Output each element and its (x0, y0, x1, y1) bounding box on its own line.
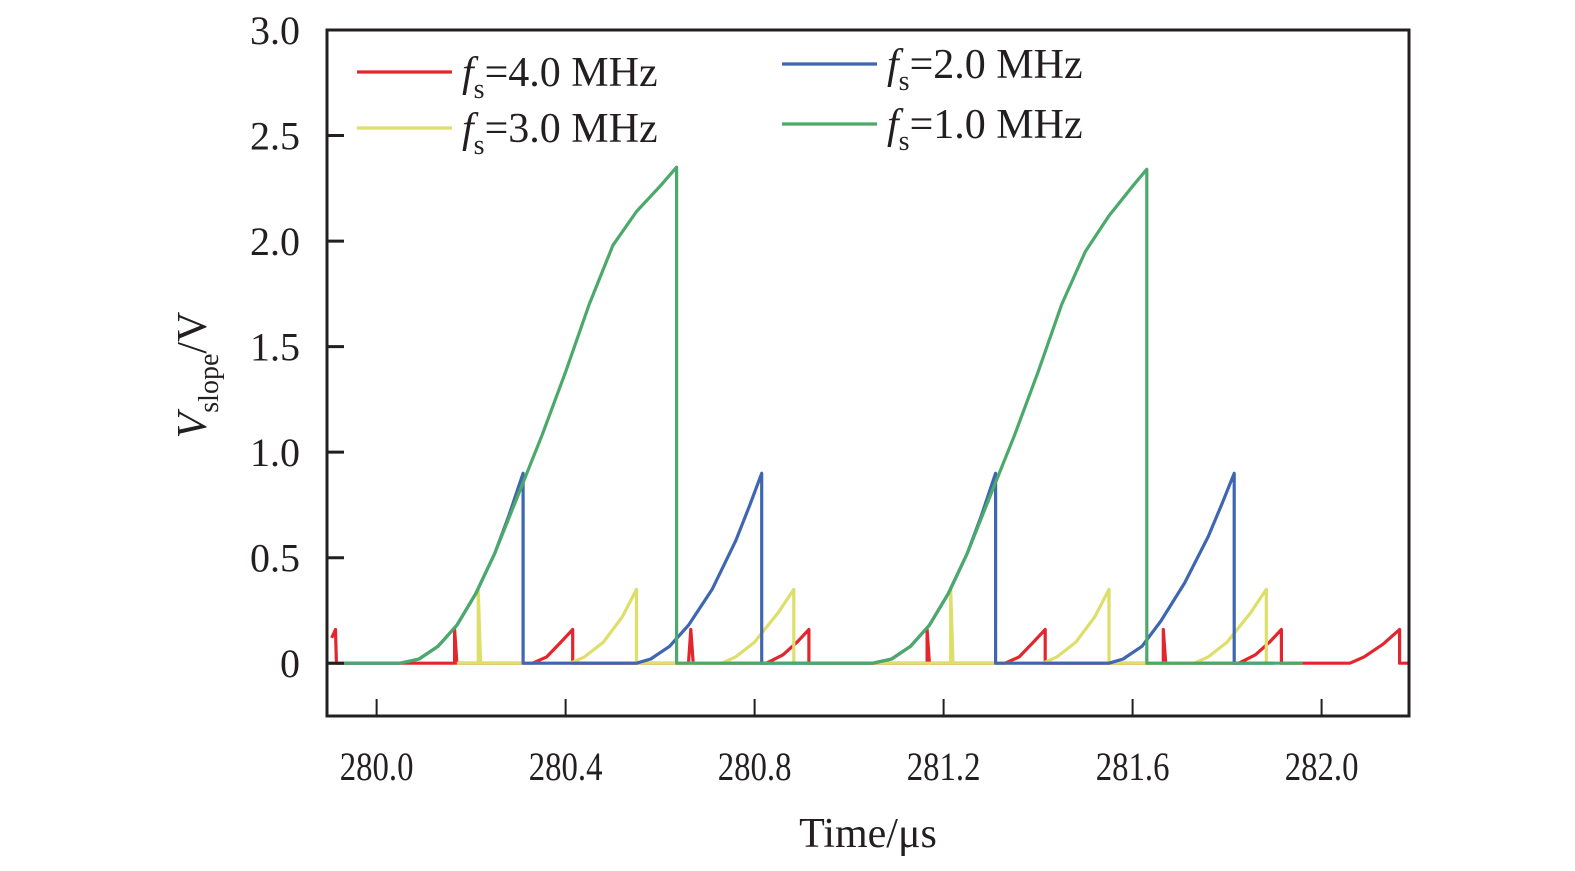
x-tick-label: 280.0 (340, 744, 414, 789)
plot-frame (325, 28, 1411, 718)
series-line-4 (327, 165, 1303, 665)
legend-label: fs=4.0 MHz (462, 50, 658, 105)
x-tick-label: 281.2 (907, 744, 981, 789)
legend-label: fs=1.0 MHz (887, 102, 1083, 157)
x-axis-title: Time/μs (799, 811, 937, 857)
y-tick-label: 1.0 (250, 430, 300, 475)
x-tick-label: 280.8 (718, 744, 792, 789)
y-tick-label: 1.5 (250, 325, 300, 370)
y-axis-title: Vslope/V (170, 312, 225, 439)
legend-item: fs=3.0 MHz (357, 106, 658, 161)
legend-item: fs=4.0 MHz (357, 50, 658, 105)
y-tick-label: 3.0 (250, 8, 300, 53)
y-axis: 0 0.5 1.0 1.5 2.0 2.5 3.0 (250, 8, 344, 686)
y-tick-label: 2.5 (250, 114, 300, 159)
y-axis-title-unit: /V (170, 312, 216, 354)
series-line-1 (330, 627, 1409, 665)
y-tick-label: 0.5 (250, 536, 300, 581)
x-tick-label: 282.0 (1285, 744, 1359, 789)
y-axis-title-main: V (170, 408, 216, 438)
x-tick-label: 281.6 (1096, 744, 1170, 789)
svg-text:Vslope/V: Vslope/V (170, 312, 225, 439)
series-line-2 (456, 587, 1268, 665)
legend-label: fs=3.0 MHz (462, 106, 658, 161)
series-layer (327, 165, 1409, 665)
y-axis-title-sub: slope (194, 354, 225, 413)
legend-label: fs=2.0 MHz (887, 42, 1083, 97)
x-axis: 280.0 280.4 280.8 281.2 281.6 282.0 (340, 699, 1359, 789)
y-tick-label: 2.0 (250, 219, 300, 264)
x-tick-label: 280.4 (529, 744, 603, 789)
legend-item: fs=2.0 MHz (782, 42, 1083, 97)
legend-item: fs=1.0 MHz (782, 102, 1083, 157)
y-tick-label: 0 (280, 641, 300, 686)
